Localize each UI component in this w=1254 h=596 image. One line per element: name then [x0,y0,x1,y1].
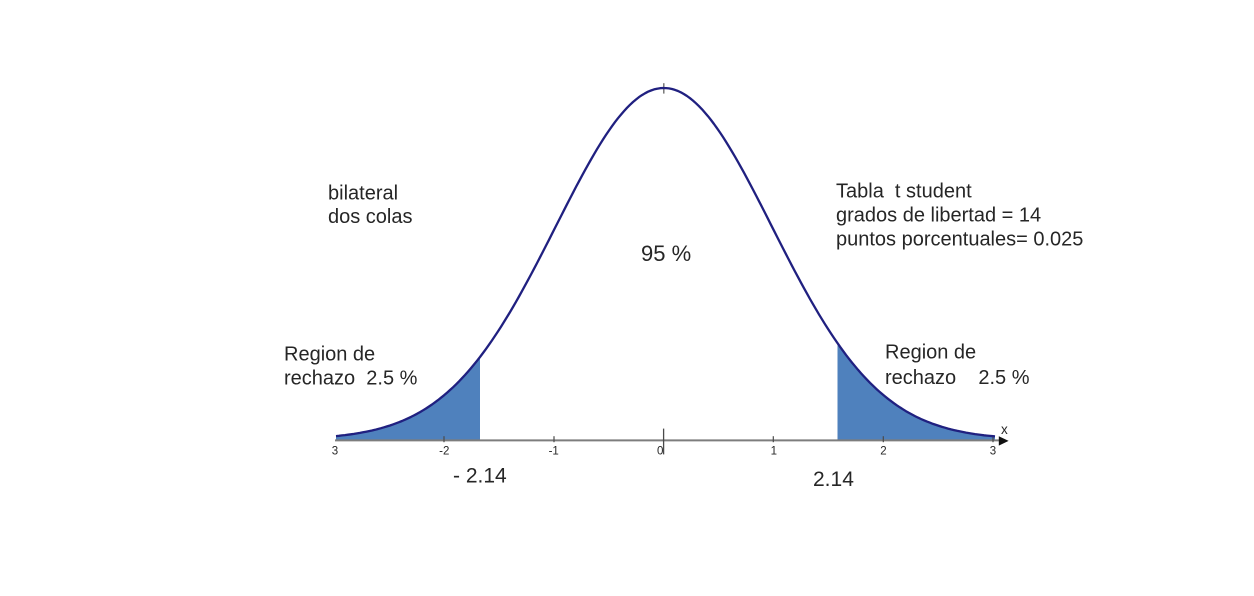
svg-text:dos colas: dos colas [328,206,413,228]
svg-text:grados de libertad = 14: grados de libertad = 14 [836,205,1041,227]
svg-text:Region de: Region de [885,342,976,364]
svg-text:Region de: Region de [284,344,375,366]
svg-text:rechazo 2.5 %: rechazo 2.5 % [284,368,418,390]
svg-text:2.14: 2.14 [813,468,854,491]
svg-text:bilateral: bilateral [328,183,398,205]
svg-text:95 %: 95 % [641,241,691,266]
svg-text:x: x [1001,422,1008,437]
svg-text:rechazo 2.5 %: rechazo 2.5 % [885,367,1030,389]
svg-text:1: 1 [771,446,777,458]
svg-text:0: 0 [657,446,663,458]
svg-text:- 2.14: - 2.14 [453,465,507,488]
svg-text:3: 3 [332,446,338,458]
svg-text:puntos porcentuales= 0.025: puntos porcentuales= 0.025 [836,229,1083,251]
svg-text:-1: -1 [549,446,559,458]
svg-text:2: 2 [880,446,886,458]
svg-text:Tabla t student: Tabla t student [836,181,972,203]
svg-text:-2: -2 [439,446,449,458]
svg-text:3: 3 [990,446,996,458]
